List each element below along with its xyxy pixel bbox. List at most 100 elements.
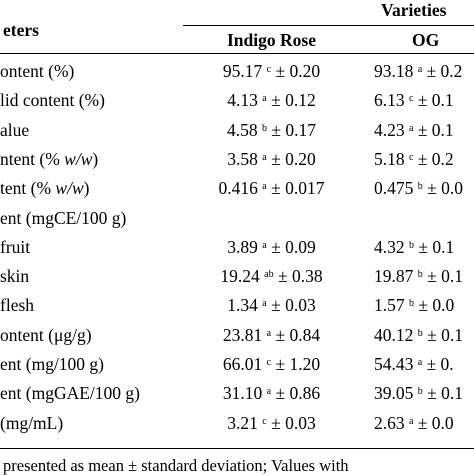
row-parameter: fruit bbox=[0, 237, 31, 257]
significance-letter: a bbox=[409, 123, 414, 134]
significance-letter: a bbox=[262, 181, 267, 192]
cell-og: 2.63 a ± 0.0 bbox=[360, 413, 474, 435]
cell-og-value: 93.18 a ± 0.2 bbox=[374, 61, 462, 81]
cell-og: 4.23 a ± 0.1 bbox=[360, 120, 474, 142]
row-parameter: alue bbox=[0, 120, 30, 140]
mean-value: 4.23 bbox=[374, 120, 405, 140]
row-parameter: ent (mgCE/100 g) bbox=[0, 208, 127, 228]
cell-og-value: 4.23 a ± 0.1 bbox=[374, 120, 454, 140]
standard-deviation: ± 0.0 bbox=[427, 178, 463, 198]
mean-value: 54.43 bbox=[374, 354, 414, 374]
mean-value: 0.416 bbox=[218, 178, 258, 198]
cell-og: 6.13 c ± 0.1 bbox=[360, 90, 474, 112]
cell-og: 5.18 c ± 0.2 bbox=[360, 149, 474, 171]
row-parameter: tent (% w/w) bbox=[0, 178, 89, 198]
standard-deviation: ± 0.2 bbox=[417, 149, 454, 169]
significance-letter: c bbox=[409, 93, 414, 104]
standard-deviation: ± 0.03 bbox=[271, 295, 316, 315]
significance-letter: b bbox=[262, 123, 267, 134]
standard-deviation: ± 0.0 bbox=[418, 295, 455, 315]
cell-og: 1.57 b ± 0.0 bbox=[360, 295, 474, 317]
mean-value: 40.12 bbox=[374, 325, 414, 345]
cell-og-value: 19.87 b ± 0.1 bbox=[374, 266, 463, 286]
cell-indigo-rose: 0.416 a ± 0.017 bbox=[183, 178, 360, 198]
significance-letter: b bbox=[417, 328, 423, 339]
row-parameter: (mg/mL) bbox=[0, 413, 64, 433]
table-footnote: presented as mean ± standard deviation; … bbox=[3, 456, 349, 475]
standard-deviation: ± 0.0 bbox=[417, 413, 454, 433]
parameters-header: eters bbox=[3, 20, 39, 40]
header-rule bbox=[0, 53, 474, 54]
row-parameter: flesh bbox=[0, 295, 35, 315]
mean-value: 4.32 bbox=[374, 237, 405, 257]
parameter-text: ntent (% bbox=[0, 149, 65, 169]
significance-letter: b bbox=[417, 386, 423, 397]
standard-deviation: ± 0.20 bbox=[275, 61, 321, 81]
cell-indigo-rose: 4.13 a ± 0.12 bbox=[183, 90, 360, 110]
mean-value: 66.01 bbox=[222, 354, 263, 374]
cell-og: 0.475 b ± 0.0 bbox=[360, 178, 474, 200]
mean-value: 1.57 bbox=[374, 295, 405, 315]
cell-indigo-rose: 95.17 c ± 0.20 bbox=[183, 61, 360, 81]
cell-og-value: 40.12 b ± 0.1 bbox=[374, 325, 463, 345]
standard-deviation: ± 0.38 bbox=[277, 266, 323, 286]
mean-value: 93.18 bbox=[374, 61, 414, 81]
row-parameter: ontent (%) bbox=[0, 61, 75, 81]
row-parameter: ontent (μg/g) bbox=[0, 325, 92, 345]
significance-letter: a bbox=[262, 240, 267, 251]
cell-indigo-rose: 4.58 b ± 0.17 bbox=[183, 120, 360, 140]
cell-indigo-rose: 3.58 a ± 0.20 bbox=[183, 149, 360, 169]
significance-letter: c bbox=[266, 357, 272, 368]
standard-deviation: ± 0.20 bbox=[271, 149, 316, 169]
significance-letter: a bbox=[262, 93, 267, 104]
row-parameter: ent (mg/100 g) bbox=[0, 354, 105, 374]
standard-deviation: ± 0.86 bbox=[275, 383, 321, 403]
significance-letter: a bbox=[262, 152, 267, 163]
cell-og-value: 5.18 c ± 0.2 bbox=[374, 149, 454, 169]
parameter-text: tent (% bbox=[0, 178, 56, 198]
significance-letter: a bbox=[417, 357, 423, 368]
row-parameter: ent (mgGAE/100 g) bbox=[0, 383, 140, 403]
standard-deviation: ± 0. bbox=[426, 354, 454, 374]
mean-value: 19.24 bbox=[220, 266, 260, 286]
mean-value: 1.34 bbox=[227, 295, 258, 315]
column-header-indigo-rose: Indigo Rose bbox=[227, 30, 316, 50]
cell-indigo-rose: 23.81 a ± 0.84 bbox=[183, 325, 360, 345]
standard-deviation: ± 0.09 bbox=[271, 237, 316, 257]
cell-indigo-rose: 19.24 ab ± 0.38 bbox=[183, 266, 360, 286]
significance-letter: a bbox=[266, 386, 272, 397]
cell-indigo-rose: 1.34 a ± 0.03 bbox=[183, 295, 360, 315]
standard-deviation: ± 0.84 bbox=[275, 325, 321, 345]
significance-letter: a bbox=[417, 64, 423, 75]
significance-letter: b bbox=[417, 181, 423, 192]
parameter-unit: w/w bbox=[55, 178, 84, 198]
varieties-header: Varieties bbox=[381, 0, 447, 20]
significance-letter: a bbox=[409, 416, 414, 427]
row-parameter: skin bbox=[0, 266, 30, 286]
varieties-underline bbox=[183, 25, 474, 26]
mean-value: 0.475 bbox=[374, 178, 414, 198]
cell-og-value: 0.475 b ± 0.0 bbox=[374, 178, 463, 198]
column-header-og: OG bbox=[412, 30, 440, 50]
cell-indigo-rose: 3.21 c ± 0.03 bbox=[183, 413, 360, 433]
row-parameter: lid content (%) bbox=[0, 90, 105, 110]
mean-value: 3.21 bbox=[227, 413, 258, 433]
significance-letter: c bbox=[409, 152, 414, 163]
standard-deviation: ± 0.017 bbox=[271, 178, 325, 198]
parameter-unit: w/w bbox=[64, 149, 93, 169]
mean-value: 23.81 bbox=[222, 325, 263, 345]
significance-letter: c bbox=[262, 416, 267, 427]
cell-og: 39.05 b ± 0.1 bbox=[360, 383, 474, 405]
cell-og-value: 54.43 a ± 0. bbox=[374, 354, 454, 374]
standard-deviation: ± 0.12 bbox=[271, 90, 316, 110]
significance-letter: a bbox=[262, 298, 267, 309]
standard-deviation: ± 0.17 bbox=[271, 120, 316, 140]
standard-deviation: ± 1.20 bbox=[275, 354, 321, 374]
cell-og-value: 4.32 b ± 0.1 bbox=[374, 237, 454, 257]
cell-og: 40.12 b ± 0.1 bbox=[360, 325, 474, 347]
mean-value: 4.13 bbox=[227, 90, 258, 110]
parameter-text: ) bbox=[92, 149, 99, 169]
significance-letter: a bbox=[266, 328, 272, 339]
cell-og-value: 2.63 a ± 0.0 bbox=[374, 413, 454, 433]
mean-value: 3.58 bbox=[227, 149, 258, 169]
